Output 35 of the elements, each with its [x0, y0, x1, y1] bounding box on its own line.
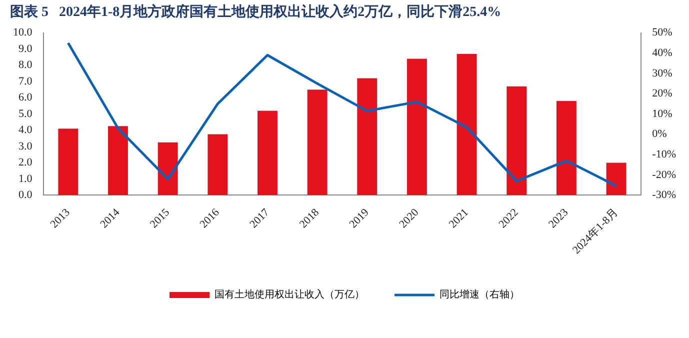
y-tick-label: 9.0 [18, 42, 33, 55]
bar [307, 90, 328, 196]
bar [208, 134, 228, 196]
legend-label: 国有土地使用权出让收入（万亿） [214, 288, 364, 301]
y2-tick-label: 20% [652, 88, 672, 100]
bar [456, 54, 477, 196]
y2-tick-label: -10% [652, 148, 676, 160]
bar [58, 128, 78, 196]
y2-tick-label: 30% [652, 67, 672, 80]
y-tick-label: 5.0 [18, 108, 33, 120]
bar [406, 58, 427, 196]
bar [158, 142, 178, 196]
y-tick-label: 7.0 [18, 75, 33, 88]
y-tick-label: 10.0 [13, 26, 33, 39]
y-tick-label: 2.0 [18, 156, 33, 169]
bar [108, 126, 128, 196]
chart-title: 图表 5 2024年1-8月地方政府国有土地使用权出让收入约2万亿，同比下滑25.4% [10, 3, 502, 20]
y2-tick-label: 40% [652, 46, 672, 59]
bar [258, 110, 278, 196]
legend-label: 同比增速（右轴） [440, 288, 520, 301]
y-tick-label: 0.0 [18, 189, 33, 202]
y2-tick-label: -20% [652, 168, 676, 181]
y2-tick-label: 50% [652, 26, 672, 39]
y-tick-label: 8.0 [18, 59, 33, 72]
y2-tick-label: -30% [652, 189, 676, 202]
bar [506, 86, 527, 196]
y2-tick-label: 0% [652, 128, 667, 140]
y2-tick-label: 10% [652, 108, 672, 120]
y-tick-label: 6.0 [18, 92, 33, 104]
y-tick-label: 4.0 [18, 124, 33, 136]
y-tick-label: 3.0 [18, 140, 33, 152]
y-tick-label: 1.0 [18, 172, 33, 185]
bar [357, 78, 378, 196]
bar [606, 162, 626, 196]
bar [556, 101, 576, 196]
